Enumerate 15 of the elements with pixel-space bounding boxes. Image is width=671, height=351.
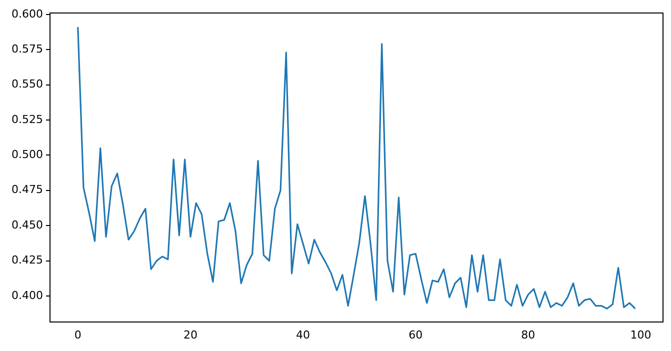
x-tick-label: 60 (408, 328, 423, 342)
y-tick-label: 0.400 (12, 288, 43, 302)
y-tick-label: 0.450 (12, 218, 43, 232)
x-tick-label: 80 (521, 328, 536, 342)
x-tick-label: 0 (74, 328, 82, 342)
x-tick-label: 40 (296, 328, 310, 342)
y-tick-label: 0.525 (12, 112, 43, 126)
y-tick-label: 0.425 (12, 254, 43, 267)
y-tick-label: 0.550 (12, 78, 43, 91)
x-tick-label: 100 (630, 328, 652, 342)
y-tick-label: 0.475 (12, 183, 43, 196)
y-tick-label: 0.500 (12, 148, 43, 162)
x-tick-label: 20 (183, 328, 198, 342)
y-tick-label: 0.600 (12, 7, 43, 20)
y-tick-label: 0.575 (12, 42, 43, 56)
